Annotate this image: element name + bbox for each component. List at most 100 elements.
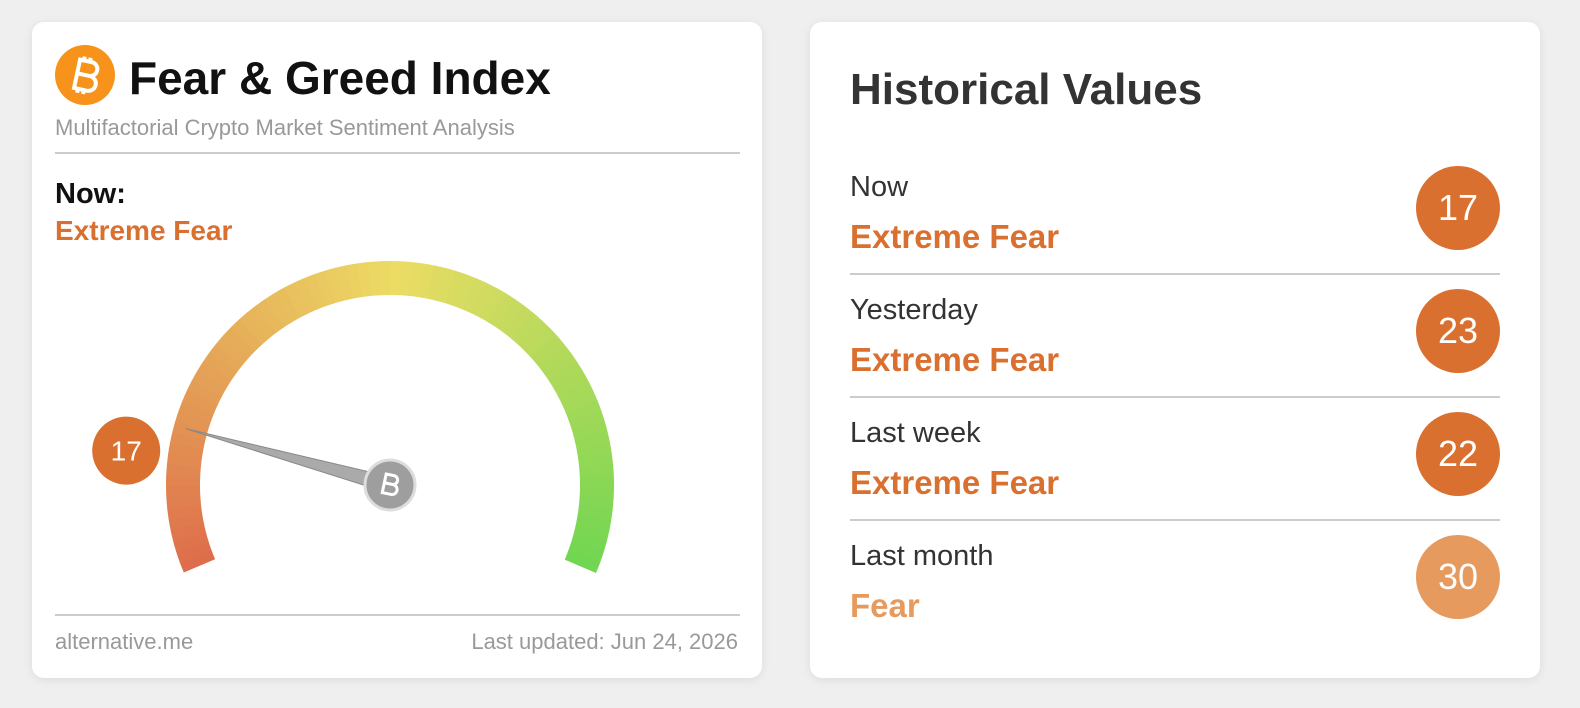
gauge-arc xyxy=(577,505,613,521)
gauge-arc xyxy=(231,319,263,352)
gauge-arc xyxy=(324,267,345,304)
gauge-arc xyxy=(314,270,336,307)
gauge-arc xyxy=(168,442,204,459)
history-svg: Historical Values Now Extreme Fear 17 Yeste… xyxy=(850,65,1500,624)
gauge-arc xyxy=(572,421,608,441)
gauge-arc xyxy=(293,277,318,314)
row-classification: Extreme Fear xyxy=(850,218,1059,255)
gauge-arc xyxy=(378,261,391,296)
row-label: Last week xyxy=(850,417,981,449)
gauge-arc xyxy=(166,495,202,509)
row-classification: Extreme Fear xyxy=(850,341,1059,378)
logo xyxy=(55,45,115,105)
gauge-arc xyxy=(557,380,594,406)
hub-icon xyxy=(380,472,400,496)
gauge-arc xyxy=(203,351,238,381)
gauge-arc xyxy=(543,352,578,381)
gauge-arc xyxy=(408,262,424,298)
gauge-arc xyxy=(531,335,565,366)
gauge-arc xyxy=(239,311,270,345)
gauge-arc xyxy=(454,274,477,310)
gauge-arc xyxy=(537,343,571,373)
now-label: Now: xyxy=(55,178,126,210)
gauge-arc xyxy=(571,532,607,553)
row-classification: Fear xyxy=(850,587,920,624)
gauge-arc xyxy=(179,550,216,573)
gauge-arc xyxy=(579,475,614,488)
gauge-arc xyxy=(356,262,372,298)
gauge-arc xyxy=(182,389,219,414)
gauge-arc xyxy=(479,287,507,323)
gauge-arc xyxy=(503,305,534,339)
row-value: 30 xyxy=(1438,556,1478,597)
gauge-arc xyxy=(436,267,456,304)
subtitle: Multifactorial Crypto Market Sentiment A… xyxy=(55,115,515,140)
value-badge xyxy=(1416,412,1500,496)
gauge-arc xyxy=(569,410,605,432)
gauge-arc xyxy=(578,495,614,510)
gauge-arc xyxy=(418,263,435,299)
title: Fear & Greed Index xyxy=(129,52,551,104)
gauge-arc xyxy=(575,514,612,531)
last-updated: Last updated: Jun 24, 2026 xyxy=(471,629,738,654)
gauge-arc xyxy=(167,504,203,520)
row-value: 22 xyxy=(1438,433,1478,474)
gauge-arc xyxy=(579,464,614,478)
gauge-arc xyxy=(178,399,215,422)
row-value: 17 xyxy=(1438,187,1478,228)
gauge-arc xyxy=(578,453,614,469)
gauge-arc xyxy=(445,270,467,307)
gauge-arc xyxy=(576,442,612,459)
gauge-arc xyxy=(187,379,223,405)
gauge-arc xyxy=(176,541,212,563)
history-card: Historical Values Now Extreme Fear 17 Yeste… xyxy=(810,22,1540,678)
gauge-arc xyxy=(166,474,201,487)
index-card: Fear & Greed Index Multifactorial Crypto… xyxy=(32,22,762,678)
gauge-arc xyxy=(170,523,207,542)
row-value: 23 xyxy=(1438,310,1478,351)
gauge-arc xyxy=(367,261,382,296)
gauge-arc xyxy=(518,319,550,352)
gauge-value: 17 xyxy=(111,436,142,467)
gauge-arc xyxy=(553,370,589,397)
now-classification: Extreme Fear xyxy=(55,215,233,246)
index-svg: Fear & Greed Index Multifactorial Crypto… xyxy=(55,45,740,654)
gauge-arc xyxy=(562,390,598,414)
gauge-arc xyxy=(274,287,301,323)
gauge-arc xyxy=(568,541,604,563)
gauge-arc xyxy=(524,327,557,359)
gauge-arc xyxy=(548,361,583,389)
gauge-arc xyxy=(510,312,542,345)
gauge-arc xyxy=(565,400,602,423)
gauge-arc xyxy=(573,523,610,542)
value-badge xyxy=(1416,166,1500,250)
gauge-needle xyxy=(185,428,393,494)
row-classification: Extreme Fear xyxy=(850,464,1059,501)
gauge-arc xyxy=(191,370,227,397)
source: alternative.me xyxy=(55,629,193,654)
gauge-arc xyxy=(256,298,285,333)
gauge-arc xyxy=(166,463,201,477)
gauge-arc xyxy=(579,486,614,499)
gauge-arc xyxy=(223,326,256,358)
gauge-arc xyxy=(175,410,211,431)
gauge-arc xyxy=(390,261,402,296)
gauge-arc xyxy=(216,334,250,366)
gauge-arc xyxy=(173,532,209,552)
gauge-arc xyxy=(247,305,277,339)
gauge: 17 xyxy=(92,261,614,574)
row-label: Yesterday xyxy=(850,294,978,326)
value-badge xyxy=(1416,289,1500,373)
gauge-badge xyxy=(92,416,161,485)
gauge-arc xyxy=(564,550,601,574)
gauge-arc xyxy=(170,431,206,450)
gauge-arc xyxy=(495,299,525,333)
gauge-arc xyxy=(265,292,293,328)
gauge-arc xyxy=(427,265,446,301)
gauge-arc xyxy=(471,282,497,318)
row-label: Last month xyxy=(850,540,993,572)
history-title: Historical Values xyxy=(850,65,1202,114)
gauge-arc xyxy=(399,261,413,296)
gauge-arc xyxy=(209,343,243,373)
